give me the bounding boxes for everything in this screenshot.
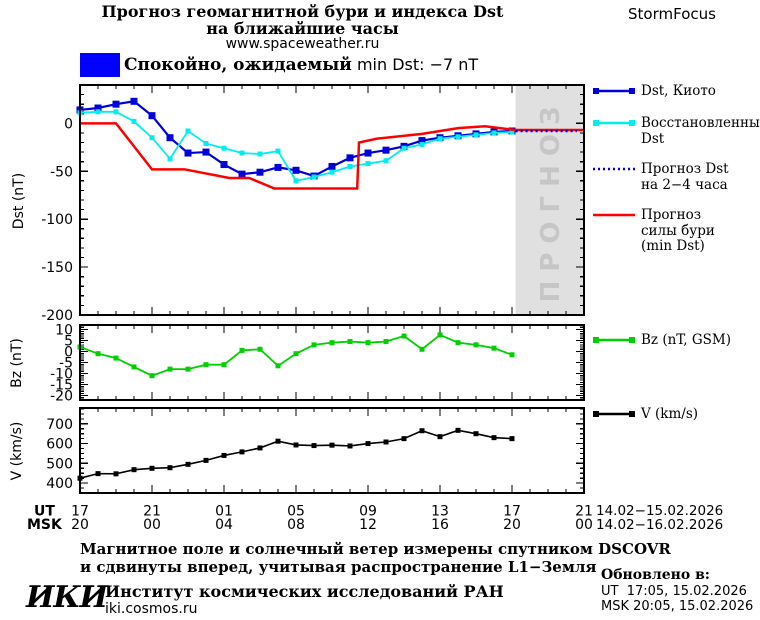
panel-border [79, 84, 585, 316]
y-tick-label: 700 [46, 417, 73, 433]
date-range-msk: 14.02−16.02.2026 [596, 517, 724, 533]
bz-axis-label: Bz (nT) [9, 338, 25, 388]
x-tick-label: 08 [287, 517, 305, 533]
y-tick-label: 0 [64, 344, 73, 360]
x-tick-label: 17 [71, 504, 89, 520]
storm-status-text: Спокойно, ожидаемый min Dst: −7 nT [124, 55, 478, 75]
footer-note-line1: Магнитное поле и солнечный ветер измерен… [80, 540, 671, 558]
legend-line-sample [593, 337, 635, 343]
forecast-charts-svg: ПРОГНОЗ0-50-100-150-2001050-5-10-15-2070… [27, 84, 593, 534]
series-markers [77, 332, 515, 379]
x-axis-row-label: MSK [27, 517, 63, 533]
x-tick-label: 01 [215, 504, 233, 520]
legend-item: Dst, Киото [592, 83, 758, 101]
y-tick-label: -150 [41, 260, 73, 276]
iki-logo: ИКИ [26, 580, 108, 615]
y-tick-label: -20 [50, 389, 73, 405]
x-tick-label: 21 [575, 504, 593, 520]
legend-swatch [592, 84, 638, 101]
legend-label: Bz (nT, GSM) [641, 332, 732, 348]
legend-swatch [592, 407, 638, 424]
legend-label: Восстановленный Dst [641, 115, 760, 147]
dst-legend: Dst, Киото Восстановленный Dst Прогноз Ds… [592, 83, 760, 270]
x-tick-label: 04 [215, 517, 233, 533]
x-tick-label: 17 [503, 504, 521, 520]
x-tick-label: 21 [143, 504, 161, 520]
legend-line-sample [593, 120, 635, 126]
y-tick-label: -5 [59, 356, 73, 372]
series-line [79, 429, 513, 479]
storm-status-value: min Dst: −7 nT [356, 55, 479, 74]
y-tick-label: -200 [41, 308, 73, 324]
legend-line-sample [593, 88, 635, 94]
institute-name: Институт космических исследований РАН [105, 582, 504, 601]
legend-swatch [592, 208, 638, 255]
v-legend: V (km/s) [592, 406, 758, 439]
forecast-band [515, 86, 583, 314]
x-tick-label: 20 [71, 517, 89, 533]
v-axis-label: V (km/s) [9, 421, 25, 481]
x-tick-label: 20 [503, 517, 521, 533]
page-title: Прогноз геомагнитной бури и индекса Dst [101, 2, 504, 21]
brand-name: StormFocus [628, 5, 716, 23]
legend-label: Dst, Киото [641, 83, 716, 99]
page-subtitle: на ближайшие часы [206, 19, 399, 38]
y-tick-label: 5 [64, 333, 73, 349]
y-tick-label: 10 [55, 322, 73, 338]
x-tick-label: 13 [431, 504, 449, 520]
series-markers [77, 427, 515, 481]
y-tick-label: 600 [46, 437, 73, 453]
updated-time-ut: UT 17:05, 15.02.2026 [601, 584, 747, 599]
panel-dst: ПРОГНОЗ 0 -50 -100 -150 -200 [41, 84, 585, 324]
legend-item: Bz (nT, GSM) [592, 332, 758, 350]
legend-line-sample [593, 167, 635, 171]
website-link: www.spaceweather.ru [225, 36, 380, 52]
legend-swatch [592, 116, 638, 147]
legend-item: V (km/s) [592, 406, 758, 424]
y-tick-label: -50 [50, 164, 73, 180]
updated-time-msk: MSK 20:05, 15.02.2026 [601, 599, 754, 614]
legend-label: V (km/s) [641, 406, 699, 422]
x-axis-row-label: UT [34, 504, 55, 520]
x-tick-label: 00 [143, 517, 161, 533]
y-tick-label: 400 [46, 476, 73, 492]
x-tick-label: 09 [359, 504, 377, 520]
legend-swatch [592, 333, 638, 350]
legend-item: Прогноз Dst на 2−4 часа [592, 161, 758, 193]
panel-border [79, 324, 585, 401]
series-markers [76, 97, 516, 180]
footer-note-line2: и сдвинуты вперед, учитывая распростране… [80, 558, 597, 576]
legend-item: Восстановленный Dst [592, 115, 760, 147]
legend-label: Прогноз Dst на 2−4 часа [641, 161, 729, 193]
storm-level-box [80, 53, 120, 77]
legend-swatch [592, 162, 638, 193]
legend-item: Прогноз силы бури (min Dst) [592, 207, 758, 255]
forecast-band-label: ПРОГНОЗ [536, 98, 566, 303]
y-tick-label: 500 [46, 456, 73, 472]
updated-label: Обновлено в: [601, 567, 710, 583]
title-block: Прогноз геомагнитной бури и индекса Dst … [75, 3, 530, 52]
legend-line-sample [593, 411, 635, 417]
y-tick-label: -100 [41, 212, 73, 228]
x-tick-label: 12 [359, 517, 377, 533]
x-axis-labels: UT 17 21 01 05 09 13 17 21 MSK 20 00 04 08 12 16 20 00 [27, 504, 593, 534]
legend-label: Прогноз силы бури (min Dst) [641, 207, 715, 254]
date-range-ut: 14.02−15.02.2026 [596, 503, 724, 519]
series-line [80, 122, 584, 190]
panel-v: 700 600 500 400 [46, 407, 585, 494]
bz-legend: Bz (nT, GSM) [592, 332, 758, 365]
dst-axis-label: Dst (nT) [11, 172, 27, 230]
legend-line-sample [593, 213, 635, 217]
panel-border [79, 407, 585, 494]
y-tick-label: 0 [64, 116, 73, 132]
x-tick-label: 05 [287, 504, 305, 520]
y-tick-label: -15 [50, 378, 73, 394]
institute-site: iki.cosmos.ru [105, 601, 198, 617]
storm-status-label: Спокойно, ожидаемый [124, 55, 352, 75]
y-tick-label: -10 [50, 367, 73, 383]
x-tick-label: 16 [431, 517, 449, 533]
x-tick-label: 00 [575, 517, 593, 533]
